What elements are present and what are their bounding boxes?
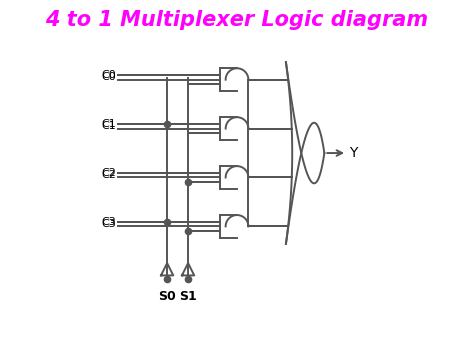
Text: S0: S0: [158, 290, 176, 303]
Text: C2: C2: [101, 168, 117, 178]
Text: Y: Y: [349, 146, 358, 160]
Text: C3: C3: [102, 219, 117, 229]
Text: 4 to 1 Multiplexer Logic diagram: 4 to 1 Multiplexer Logic diagram: [46, 10, 428, 30]
Text: C2: C2: [101, 170, 117, 180]
Text: C1: C1: [102, 119, 117, 129]
Text: C0: C0: [102, 70, 117, 80]
Text: C0: C0: [102, 72, 117, 82]
Text: C1: C1: [102, 121, 117, 131]
Text: S1: S1: [179, 290, 197, 303]
Text: C3: C3: [102, 217, 117, 227]
